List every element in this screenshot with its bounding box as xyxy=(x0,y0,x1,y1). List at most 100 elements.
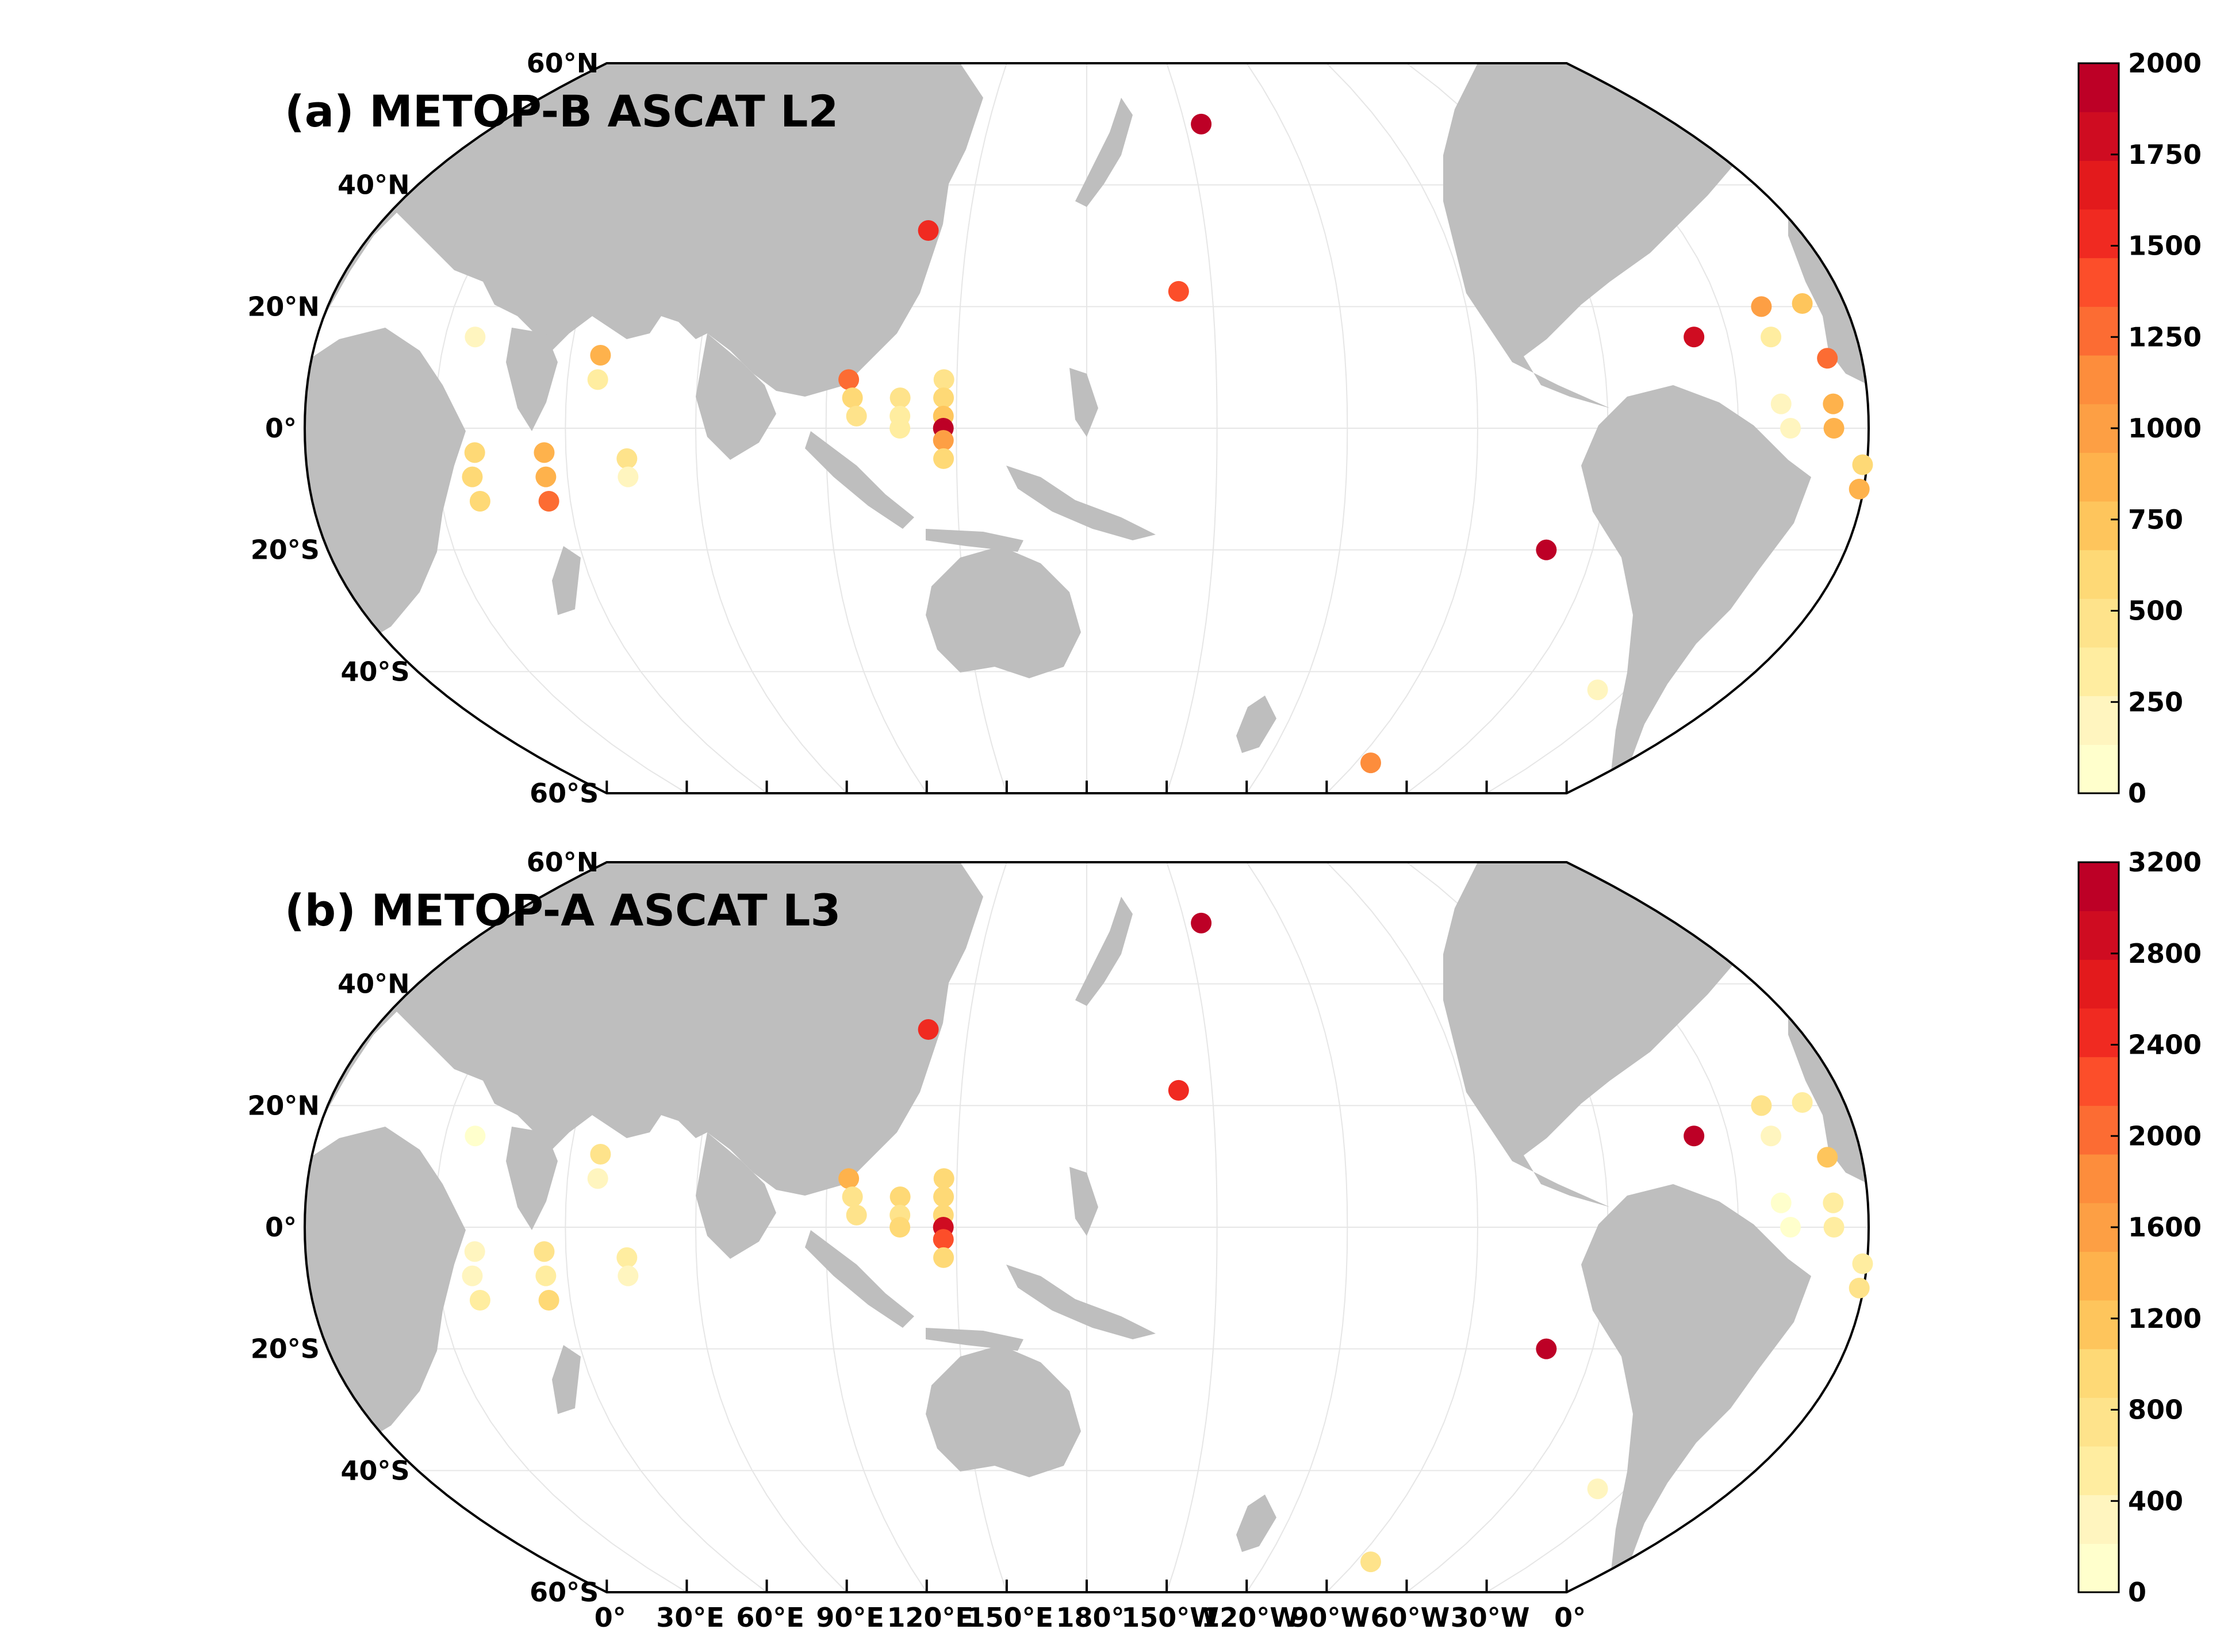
station-marker xyxy=(462,1265,483,1286)
station-marker xyxy=(933,1168,954,1189)
panel-title: (b) METOP-A ASCAT L3 xyxy=(285,885,841,936)
station-marker xyxy=(1751,1095,1772,1116)
colorbar-tick-label: 400 xyxy=(2128,1485,2183,1516)
lat-tick-label: 40°N xyxy=(338,969,410,1000)
station-marker xyxy=(1823,1217,1845,1238)
station-marker xyxy=(1849,1277,1870,1298)
station-marker xyxy=(1780,418,1801,439)
station-marker xyxy=(464,442,485,463)
lon-tick-label: 90°E xyxy=(816,1602,884,1633)
colorbar-segment xyxy=(2079,744,2119,794)
station-marker xyxy=(918,1019,939,1040)
station-marker xyxy=(587,1168,608,1189)
station-marker xyxy=(1191,912,1212,933)
colorbar-segment xyxy=(2079,550,2119,599)
lat-tick-label: 60°N xyxy=(527,48,599,79)
station-marker xyxy=(1849,478,1870,500)
station-marker xyxy=(469,491,490,512)
station-marker xyxy=(933,369,954,390)
station-marker xyxy=(1684,1125,1705,1147)
lon-tick-label: 30°W xyxy=(1451,1602,1530,1633)
colorbar-segment xyxy=(2079,1056,2119,1106)
colorbar-segment xyxy=(2079,1397,2119,1447)
station-marker xyxy=(1761,326,1782,348)
colorbar-segment xyxy=(2079,696,2119,745)
station-marker xyxy=(616,1247,638,1268)
lat-tick-label: 20°N xyxy=(247,1090,320,1121)
colorbar-tick-label: 2000 xyxy=(2128,1120,2202,1151)
station-marker xyxy=(1751,296,1772,317)
lon-tick-label: 60°E xyxy=(736,1602,804,1633)
station-marker xyxy=(1168,281,1189,302)
lon-tick-label: 150°W xyxy=(1121,1602,1219,1633)
station-marker xyxy=(587,369,608,390)
colorbar-tick-label: 1250 xyxy=(2128,321,2202,352)
station-marker xyxy=(1817,1147,1838,1168)
station-marker xyxy=(464,1241,485,1262)
lon-tick-label: 90°W xyxy=(1290,1602,1370,1633)
colorbar-tick-label: 1000 xyxy=(2128,413,2202,444)
colorbar-tick-label: 1200 xyxy=(2128,1303,2202,1334)
colorbar-segment xyxy=(2079,910,2119,960)
station-marker xyxy=(933,430,954,451)
colorbar-tick-label: 2400 xyxy=(2128,1029,2202,1061)
station-marker xyxy=(465,326,486,348)
colorbar-segment xyxy=(2079,1495,2119,1544)
lat-tick-label: 20°N xyxy=(247,291,320,322)
station-marker xyxy=(1780,1217,1801,1238)
station-marker xyxy=(838,369,860,390)
station-marker xyxy=(1360,752,1382,774)
station-marker xyxy=(933,1229,954,1250)
station-marker xyxy=(538,1290,559,1311)
colorbar-tick-label: 750 xyxy=(2128,504,2183,535)
colorbar-tick-label: 1600 xyxy=(2128,1212,2202,1243)
colorbar-segment xyxy=(2079,452,2119,502)
station-marker xyxy=(469,1290,490,1311)
colorbar-segment xyxy=(2079,355,2119,405)
station-marker xyxy=(618,466,639,487)
station-marker xyxy=(889,418,911,439)
station-marker xyxy=(889,1217,911,1238)
station-marker xyxy=(1823,393,1844,414)
colorbar-segment xyxy=(2079,1446,2119,1496)
colorbar-segment xyxy=(2079,306,2119,356)
station-marker xyxy=(535,466,557,487)
lon-tick-label: 0° xyxy=(1554,1602,1586,1633)
station-marker xyxy=(535,1265,557,1286)
station-marker xyxy=(933,1247,954,1268)
station-marker xyxy=(534,442,555,463)
colorbar-segment xyxy=(2079,1543,2119,1593)
station-marker xyxy=(590,345,611,366)
colorbar-segment xyxy=(2079,1251,2119,1301)
colorbar-segment xyxy=(2079,862,2119,912)
colorbar-tick-label: 800 xyxy=(2128,1394,2183,1426)
colorbar-tick-label: 250 xyxy=(2128,686,2183,717)
colorbar-segment xyxy=(2079,647,2119,697)
station-marker xyxy=(846,1204,867,1225)
station-marker xyxy=(933,448,954,469)
lat-tick-label: 60°N xyxy=(527,847,599,878)
station-markers xyxy=(462,912,1873,1573)
lon-tick-label: 120°W xyxy=(1201,1602,1299,1633)
colorbar-segment xyxy=(2079,1154,2119,1204)
colorbar-tick-label: 0 xyxy=(2128,1577,2146,1608)
station-marker xyxy=(616,448,638,469)
station-marker xyxy=(534,1241,555,1262)
station-marker xyxy=(1587,679,1608,701)
colorbar-segment xyxy=(2079,209,2119,259)
lon-tick-label: 150°E xyxy=(967,1602,1053,1633)
lon-tick-label: 30°E xyxy=(656,1602,724,1633)
station-marker xyxy=(889,387,911,409)
colorbar-segment xyxy=(2079,1300,2119,1350)
station-marker xyxy=(1770,1192,1792,1213)
station-marker xyxy=(918,220,939,241)
station-marker xyxy=(1792,293,1813,314)
lat-tick-label: 60°S xyxy=(530,1577,599,1608)
station-marker xyxy=(618,1265,639,1286)
colorbar-segment xyxy=(2079,258,2119,307)
colorbar: 0 400 800 1200 1600 2000 2400 2800 3200 xyxy=(2077,847,2202,1608)
map-panel-a: 60°N 40°N 20°N 0° 20°S 40°S 60°S (a) METOP-B AS… xyxy=(247,48,2202,809)
station-marker xyxy=(1852,1253,1873,1274)
station-marker xyxy=(1191,113,1212,135)
station-marker xyxy=(842,1186,863,1208)
